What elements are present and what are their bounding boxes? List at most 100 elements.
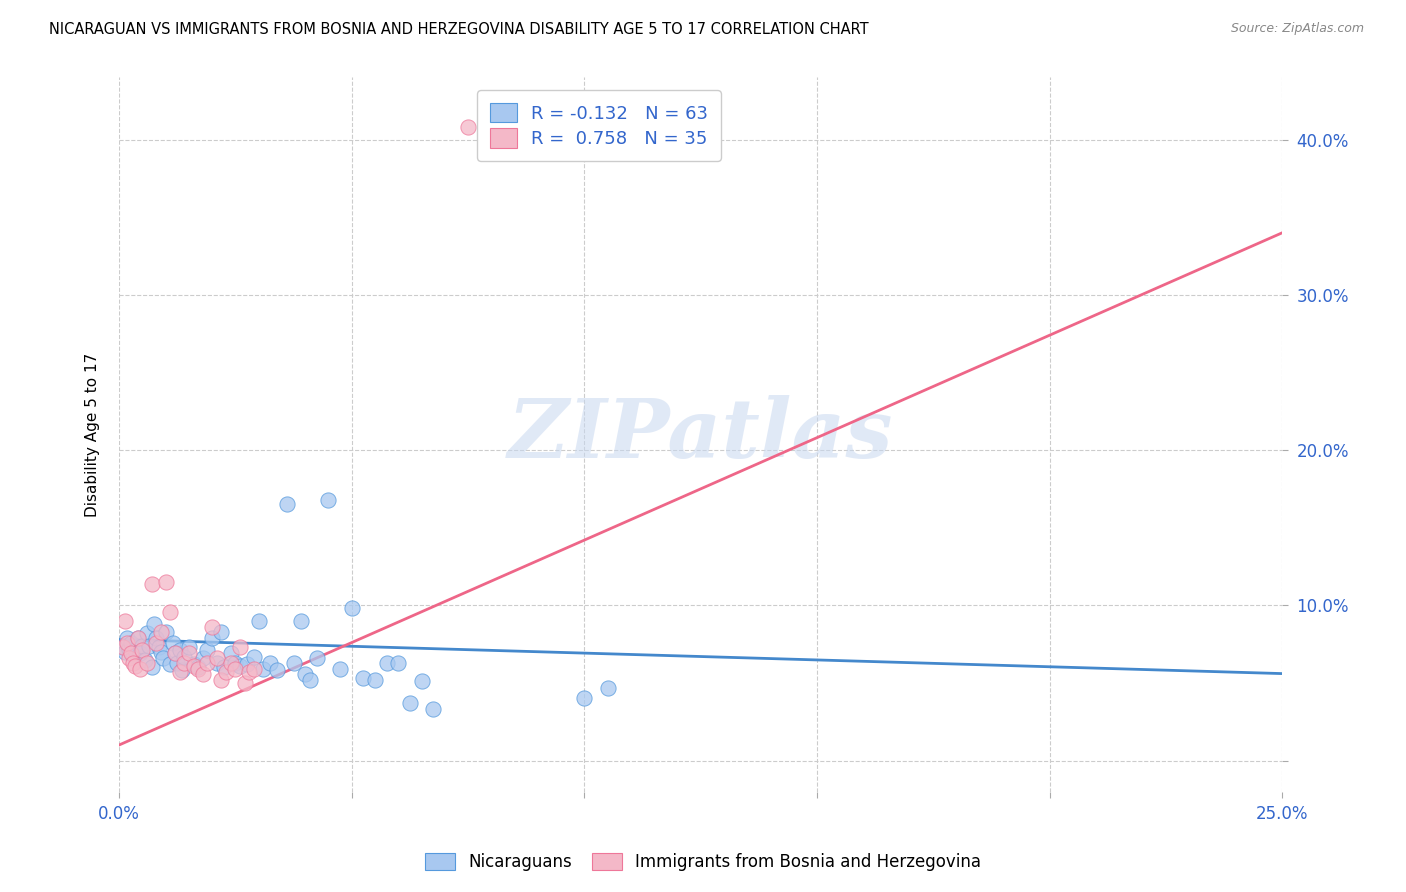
Point <box>229 658 252 673</box>
Point <box>114 614 136 628</box>
Point <box>259 656 281 670</box>
Point <box>191 666 214 681</box>
Point <box>114 645 136 659</box>
Point <box>148 640 170 655</box>
Point <box>169 665 191 679</box>
Point <box>138 639 160 653</box>
Point <box>122 656 145 670</box>
Point <box>183 658 205 673</box>
Point <box>136 626 159 640</box>
Point <box>201 631 224 645</box>
Text: Source: ZipAtlas.com: Source: ZipAtlas.com <box>1230 22 1364 36</box>
Point <box>266 664 288 678</box>
Point <box>364 673 387 687</box>
Point <box>111 640 134 655</box>
Point <box>118 651 141 665</box>
Point <box>159 605 181 619</box>
Point <box>177 647 200 661</box>
Point <box>219 656 242 670</box>
Point <box>247 614 270 628</box>
Point <box>215 665 238 679</box>
Point <box>387 656 409 670</box>
Point <box>329 662 352 676</box>
Point <box>177 640 200 655</box>
Point <box>212 660 235 674</box>
Point <box>187 662 209 676</box>
Point <box>117 631 139 645</box>
Point <box>152 651 174 665</box>
Point <box>276 497 298 511</box>
Point <box>127 631 149 645</box>
Point <box>224 656 246 670</box>
Point <box>340 601 363 615</box>
Point <box>124 658 146 673</box>
Point <box>411 674 433 689</box>
Point <box>219 647 242 661</box>
Point <box>122 648 145 662</box>
Point <box>149 624 172 639</box>
Point <box>173 649 195 664</box>
Point <box>209 624 232 639</box>
Point <box>422 702 444 716</box>
Point <box>155 574 177 589</box>
Point <box>596 681 619 695</box>
Point <box>163 647 186 661</box>
Point <box>183 657 205 672</box>
Point <box>159 657 181 672</box>
Point <box>283 656 305 670</box>
Point <box>120 647 142 661</box>
Point <box>118 641 141 656</box>
Point <box>163 647 186 661</box>
Point <box>252 662 274 676</box>
Point <box>129 647 152 661</box>
Point <box>209 673 232 687</box>
Point <box>120 635 142 649</box>
Text: NICARAGUAN VS IMMIGRANTS FROM BOSNIA AND HERZEGOVINA DISABILITY AGE 5 TO 17 CORR: NICARAGUAN VS IMMIGRANTS FROM BOSNIA AND… <box>49 22 869 37</box>
Point <box>457 120 479 135</box>
Point <box>191 651 214 665</box>
Point <box>111 640 134 655</box>
Point <box>127 631 149 645</box>
Point <box>149 645 172 659</box>
Point <box>117 635 139 649</box>
Text: ZIPatlas: ZIPatlas <box>508 394 893 475</box>
Point <box>205 656 228 670</box>
Point <box>155 624 177 639</box>
Point <box>352 671 374 685</box>
Point <box>169 643 191 657</box>
Point <box>162 635 184 649</box>
Point <box>197 656 219 670</box>
Point <box>574 691 596 706</box>
Point <box>375 656 398 670</box>
Point <box>187 660 209 674</box>
Point <box>170 664 193 678</box>
Point <box>145 635 167 649</box>
Point <box>166 656 188 670</box>
Legend: R = -0.132   N = 63, R =  0.758   N = 35: R = -0.132 N = 63, R = 0.758 N = 35 <box>477 90 721 161</box>
Point <box>173 656 195 670</box>
Point <box>205 651 228 665</box>
Point <box>305 651 328 665</box>
Point <box>124 643 146 657</box>
Point <box>197 643 219 657</box>
Y-axis label: Disability Age 5 to 17: Disability Age 5 to 17 <box>86 352 100 516</box>
Point <box>243 649 266 664</box>
Point <box>142 616 165 631</box>
Point <box>134 652 156 666</box>
Point <box>145 631 167 645</box>
Point <box>141 660 163 674</box>
Point <box>224 662 246 676</box>
Point <box>294 666 316 681</box>
Point <box>290 614 312 628</box>
Point <box>141 576 163 591</box>
Point <box>131 639 153 653</box>
Point <box>399 696 422 710</box>
Point <box>201 620 224 634</box>
Point <box>243 662 266 676</box>
Point <box>236 657 259 672</box>
Point <box>131 643 153 657</box>
Point <box>318 492 340 507</box>
Legend: Nicaraguans, Immigrants from Bosnia and Herzegovina: Nicaraguans, Immigrants from Bosnia and … <box>416 845 990 880</box>
Point <box>298 673 321 687</box>
Point <box>233 676 256 690</box>
